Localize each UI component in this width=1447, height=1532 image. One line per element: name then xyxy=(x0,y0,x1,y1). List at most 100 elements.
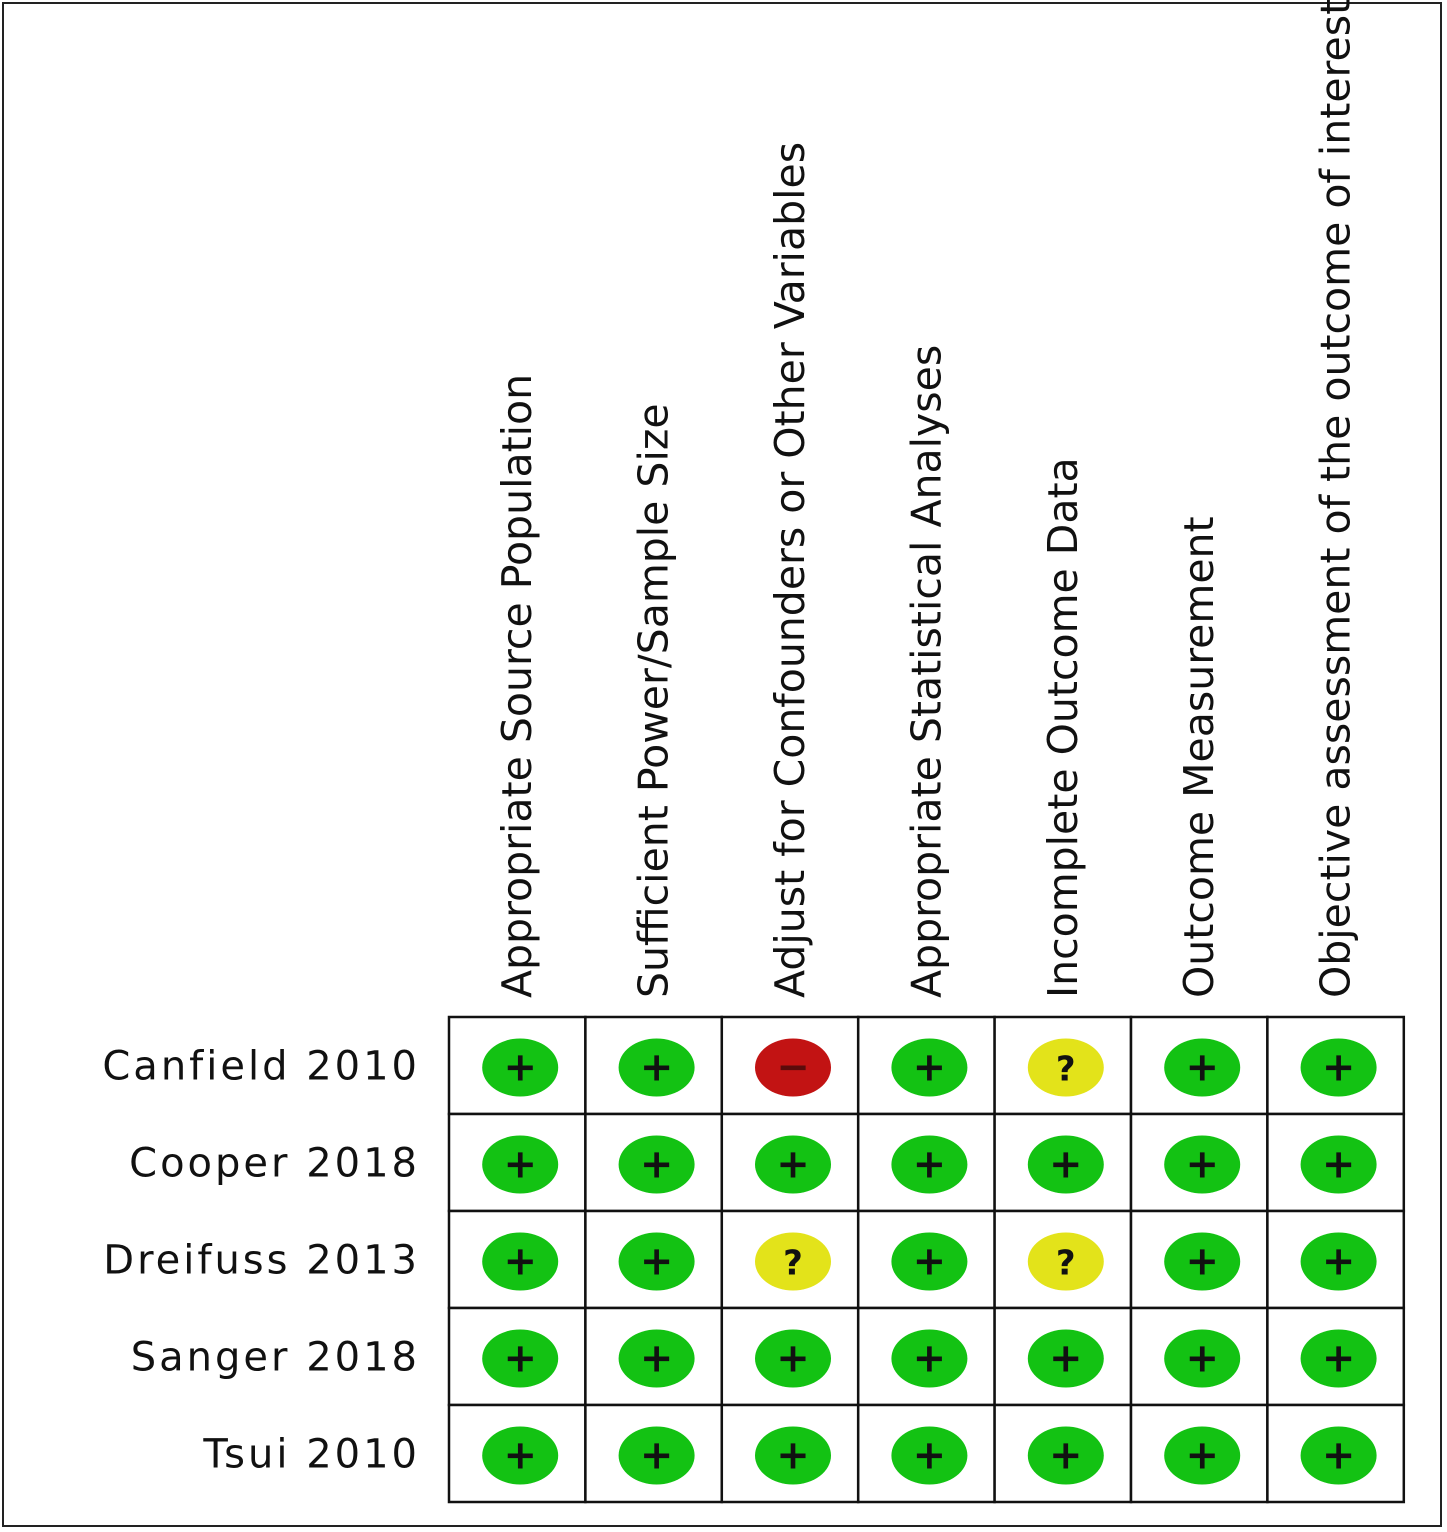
judgement-dot xyxy=(618,1232,695,1291)
judgement-dot xyxy=(482,1135,559,1194)
judgement-marker-low-risk: + xyxy=(755,1426,831,1485)
judgement-symbol: + xyxy=(640,1433,674,1479)
judgement-dot xyxy=(755,1232,831,1291)
judgement-symbol: + xyxy=(1049,1336,1083,1382)
study-label: Tsui 2010 xyxy=(202,1432,420,1478)
judgement-marker-low-risk: + xyxy=(891,1135,968,1194)
judgement-symbol: ? xyxy=(1056,1244,1076,1284)
judgement-marker-low-risk: + xyxy=(618,1329,695,1388)
judgement-symbol: + xyxy=(1185,1239,1219,1285)
column-label: Appropriate Statistical Analyses xyxy=(902,345,950,998)
judgement-symbol: − xyxy=(776,1045,810,1091)
column-label: Incomplete Outcome Data xyxy=(1039,457,1087,998)
judgement-symbol: + xyxy=(1049,1142,1083,1188)
judgement-dot xyxy=(891,1232,968,1291)
judgement-symbol: + xyxy=(913,1336,947,1382)
judgement-marker-low-risk: + xyxy=(1300,1135,1377,1194)
judgement-marker-unclear-risk: ? xyxy=(1027,1038,1104,1097)
judgement-dot xyxy=(755,1329,831,1388)
judgement-dot xyxy=(1027,1426,1104,1485)
judgement-dot xyxy=(1164,1329,1241,1388)
judgement-marker-low-risk: + xyxy=(891,1038,968,1097)
judgement-marker-low-risk: + xyxy=(1164,1038,1241,1097)
grid-cell xyxy=(1266,1403,1406,1504)
judgement-dot xyxy=(755,1135,831,1194)
judgement-symbol: + xyxy=(1185,1433,1219,1479)
judgement-dot xyxy=(482,1329,559,1388)
judgement-symbol: + xyxy=(1185,1336,1219,1382)
judgement-dot xyxy=(1164,1135,1241,1194)
judgement-marker-low-risk: + xyxy=(618,1038,695,1097)
judgement-symbol: + xyxy=(1322,1336,1356,1382)
study-label: Canfield 2010 xyxy=(102,1044,420,1090)
judgement-symbol: + xyxy=(1185,1142,1219,1188)
judgement-marker-low-risk: + xyxy=(1164,1426,1241,1485)
judgement-marker-low-risk: + xyxy=(1027,1135,1104,1194)
judgement-dot xyxy=(1027,1038,1104,1097)
judgement-marker-low-risk: + xyxy=(1027,1329,1104,1388)
judgement-dot xyxy=(1300,1329,1377,1388)
judgement-dot xyxy=(1027,1232,1104,1291)
column-label: Adjust for Confounders or Other Variable… xyxy=(766,142,814,998)
judgement-marker-low-risk: + xyxy=(482,1329,559,1388)
judgement-symbol: + xyxy=(503,1336,537,1382)
judgement-symbol: + xyxy=(776,1433,810,1479)
judgement-marker-low-risk: + xyxy=(1164,1232,1241,1291)
judgement-dot xyxy=(482,1426,559,1485)
judgement-symbol: + xyxy=(640,1142,674,1188)
judgement-marker-low-risk: + xyxy=(1164,1329,1241,1388)
judgement-symbol: + xyxy=(776,1142,810,1188)
judgement-dot xyxy=(1164,1426,1241,1485)
judgement-dot xyxy=(618,1329,695,1388)
judgement-marker-low-risk: + xyxy=(755,1135,831,1194)
judgement-dot xyxy=(755,1426,831,1485)
judgement-dot xyxy=(1300,1426,1377,1485)
judgement-dot xyxy=(1164,1232,1241,1291)
judgement-marker-low-risk: + xyxy=(618,1232,695,1291)
judgement-symbol: + xyxy=(1322,1045,1356,1091)
judgement-symbol: ? xyxy=(1056,1050,1076,1090)
judgement-dot xyxy=(891,1426,968,1485)
study-label: Cooper 2018 xyxy=(129,1141,420,1187)
judgement-marker-low-risk: + xyxy=(482,1426,559,1485)
judgement-symbol: + xyxy=(913,1142,947,1188)
judgement-marker-low-risk: + xyxy=(1300,1426,1377,1485)
judgement-marker-low-risk: + xyxy=(1300,1038,1377,1097)
judgement-marker-low-risk: + xyxy=(618,1426,695,1485)
judgement-marker-low-risk: + xyxy=(1300,1329,1377,1388)
column-label: Sufficient Power/Sample Size xyxy=(630,403,678,998)
judgement-marker-low-risk: + xyxy=(891,1329,968,1388)
judgement-marker-low-risk: + xyxy=(1027,1426,1104,1485)
judgement-symbol: + xyxy=(640,1336,674,1382)
grid-cell xyxy=(993,1306,1133,1407)
judgement-symbol: + xyxy=(776,1336,810,1382)
judgement-symbol: + xyxy=(1322,1142,1356,1188)
judgement-dot xyxy=(1300,1135,1377,1194)
judgement-dot xyxy=(1300,1232,1377,1291)
judgement-dot xyxy=(891,1329,968,1388)
judgement-dot xyxy=(891,1038,968,1097)
judgement-marker-low-risk: + xyxy=(482,1038,559,1097)
judgement-dot xyxy=(618,1135,695,1194)
judgement-marker-unclear-risk: ? xyxy=(755,1232,831,1291)
judgement-dot xyxy=(618,1426,695,1485)
judgement-dot xyxy=(482,1038,559,1097)
judgement-symbol: + xyxy=(503,1239,537,1285)
judgement-marker-low-risk: + xyxy=(482,1135,559,1194)
judgement-dot xyxy=(482,1232,559,1291)
judgement-dot xyxy=(1300,1038,1377,1097)
column-label: Appropriate Source Population xyxy=(493,374,541,998)
judgement-marker-low-risk: + xyxy=(618,1135,695,1194)
judgement-marker-low-risk: + xyxy=(482,1232,559,1291)
study-label: Dreifuss 2013 xyxy=(103,1238,420,1284)
judgement-marker-low-risk: + xyxy=(1300,1232,1377,1291)
judgement-dot xyxy=(755,1038,831,1097)
judgement-symbol: + xyxy=(1049,1433,1083,1479)
judgement-marker-low-risk: + xyxy=(891,1232,968,1291)
judgement-symbol: + xyxy=(1322,1239,1356,1285)
judgement-marker-high-risk: − xyxy=(755,1038,831,1097)
study-label: Sanger 2018 xyxy=(131,1335,420,1381)
judgement-symbol: + xyxy=(913,1045,947,1091)
